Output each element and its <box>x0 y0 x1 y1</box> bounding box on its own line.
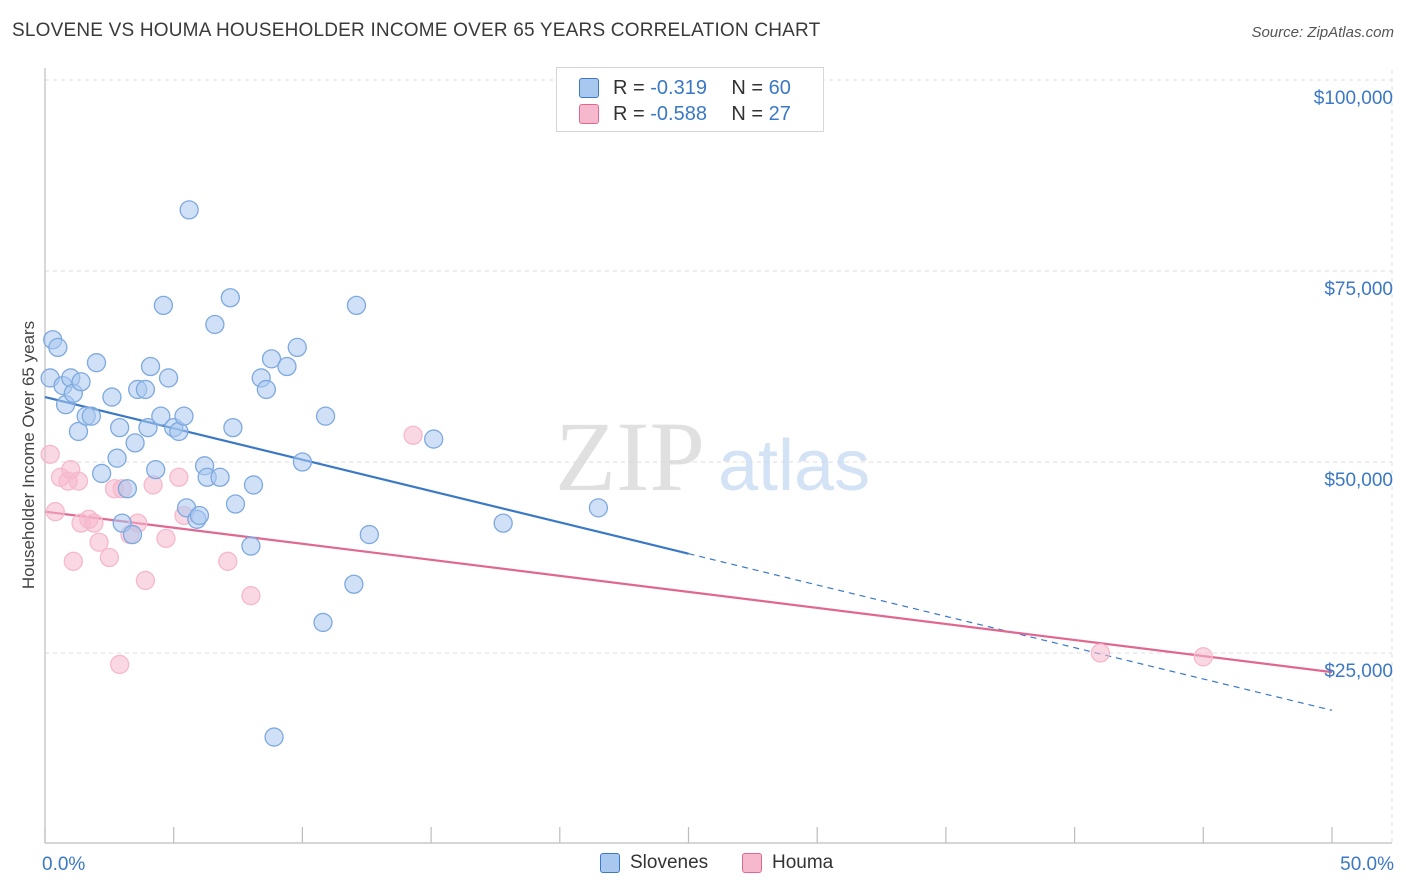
houma-point <box>1193 647 1213 667</box>
houma-point <box>156 528 176 549</box>
houma-point <box>89 532 109 552</box>
slovenes-point <box>189 505 210 526</box>
slovenes-point <box>313 612 333 633</box>
legend-swatch-slovenes <box>579 78 599 98</box>
y-tick-label: $100,000 <box>1314 88 1393 109</box>
slovenes-point <box>138 417 158 438</box>
houma-trend-line <box>44 510 1333 674</box>
slovenes-point <box>256 379 277 400</box>
legend-r-label: R = <box>613 102 645 125</box>
slovenes-point <box>225 494 246 514</box>
watermark: ZIP atlas <box>555 401 870 512</box>
slovenes-point <box>81 406 101 426</box>
slovenes-point <box>102 387 122 407</box>
slovenes-point <box>277 356 297 377</box>
slovenes-point <box>125 433 145 453</box>
x-tick-labels: 0.0% 50.0% <box>42 854 1394 875</box>
legend-row-slovenes: R = -0.319 N = 60 <box>579 76 791 100</box>
slovenes-point <box>107 448 127 468</box>
chart-source: Source: ZipAtlas.com <box>1251 24 1394 41</box>
slovenes-point <box>174 406 194 426</box>
houma-point <box>99 547 119 568</box>
legend-r-label: R = <box>613 76 645 99</box>
houma-point <box>218 551 238 571</box>
slovenes-point <box>264 727 284 747</box>
slovenes-point <box>424 429 444 449</box>
slovenes-point <box>220 288 240 308</box>
watermark-atlas: atlas <box>718 426 870 506</box>
houma-point <box>109 654 130 675</box>
slovenes-point <box>292 452 313 472</box>
watermark-zip: ZIP <box>555 401 705 512</box>
slovenes-point <box>359 524 379 545</box>
slovenes-point <box>117 479 138 499</box>
houma-point <box>1090 643 1110 663</box>
slovenes-point <box>493 513 513 533</box>
legend-row-houma: R = -0.588 N = 27 <box>579 102 791 126</box>
slovenes-point <box>122 524 143 545</box>
houma-point <box>241 586 261 606</box>
slovenes-point <box>135 379 156 400</box>
slovenes-point <box>223 417 243 438</box>
x-tick-label: 0.0% <box>42 854 85 875</box>
houma-point <box>45 502 65 522</box>
legend-r-value: -0.319 <box>650 76 707 99</box>
slovenes-point <box>146 459 166 480</box>
y-axis-label: Householder Income Over 65 years <box>19 321 38 589</box>
slovenes-point <box>205 314 225 335</box>
legend-n-value: 60 <box>768 76 791 99</box>
slovenes-point <box>71 372 91 392</box>
slovenes-point <box>179 200 199 220</box>
slovenes-point <box>243 475 264 495</box>
legend-n-value: 27 <box>768 102 791 125</box>
y-tick-label: $50,000 <box>1324 470 1393 491</box>
slovenes-point <box>588 498 609 518</box>
houma-point <box>135 570 156 591</box>
slovenes-point <box>287 337 307 358</box>
slovenes-point <box>91 463 112 484</box>
houma-point <box>403 425 423 445</box>
houma-point <box>84 513 104 533</box>
series-label-houma: Houma <box>772 852 834 873</box>
slovenes-point <box>151 406 171 426</box>
series-swatch-slovenes <box>600 853 620 873</box>
slovenes-point <box>261 349 282 369</box>
legend-n-label: N = <box>731 76 764 99</box>
houma-point <box>169 467 189 487</box>
slovenes-point <box>241 536 261 556</box>
slovenes-point <box>109 417 130 438</box>
houma-point <box>68 471 89 491</box>
y-tick-label: $25,000 <box>1324 661 1393 682</box>
slovenes-point <box>48 337 68 358</box>
houma-point <box>63 551 83 571</box>
chart-title: SLOVENE VS HOUMA HOUSEHOLDER INCOME OVER… <box>12 20 821 41</box>
slovenes-point <box>140 356 161 377</box>
slovenes-point <box>315 406 336 426</box>
series-legend: Slovenes Houma <box>0 852 1406 876</box>
legend-n-label: N = <box>731 102 764 125</box>
legend-swatch-houma <box>579 104 599 124</box>
series-legend-houma: Houma <box>742 852 833 874</box>
series-swatch-houma <box>742 853 762 873</box>
slovenes-point <box>153 295 174 316</box>
series-legend-slovenes: Slovenes <box>600 852 708 874</box>
legend-r-value: -0.588 <box>650 102 707 125</box>
slovenes-point <box>158 368 179 388</box>
houma-point <box>40 444 60 465</box>
x-tick-label: 50.0% <box>1340 854 1394 875</box>
y-tick-label: $75,000 <box>1324 279 1393 300</box>
y-tick-labels: $25,000 $50,000 $75,000 $100,000 <box>1314 88 1393 682</box>
slovenes-point <box>86 353 107 373</box>
series-label-slovenes: Slovenes <box>630 852 709 873</box>
slovenes-point <box>68 421 89 442</box>
points-slovenes <box>40 200 609 747</box>
slovenes-point <box>346 295 367 316</box>
slovenes-point <box>344 574 364 594</box>
slovenes-point <box>210 467 230 487</box>
correlation-legend: R = -0.319 N = 60 R = -0.588 N = 27 <box>556 67 824 132</box>
